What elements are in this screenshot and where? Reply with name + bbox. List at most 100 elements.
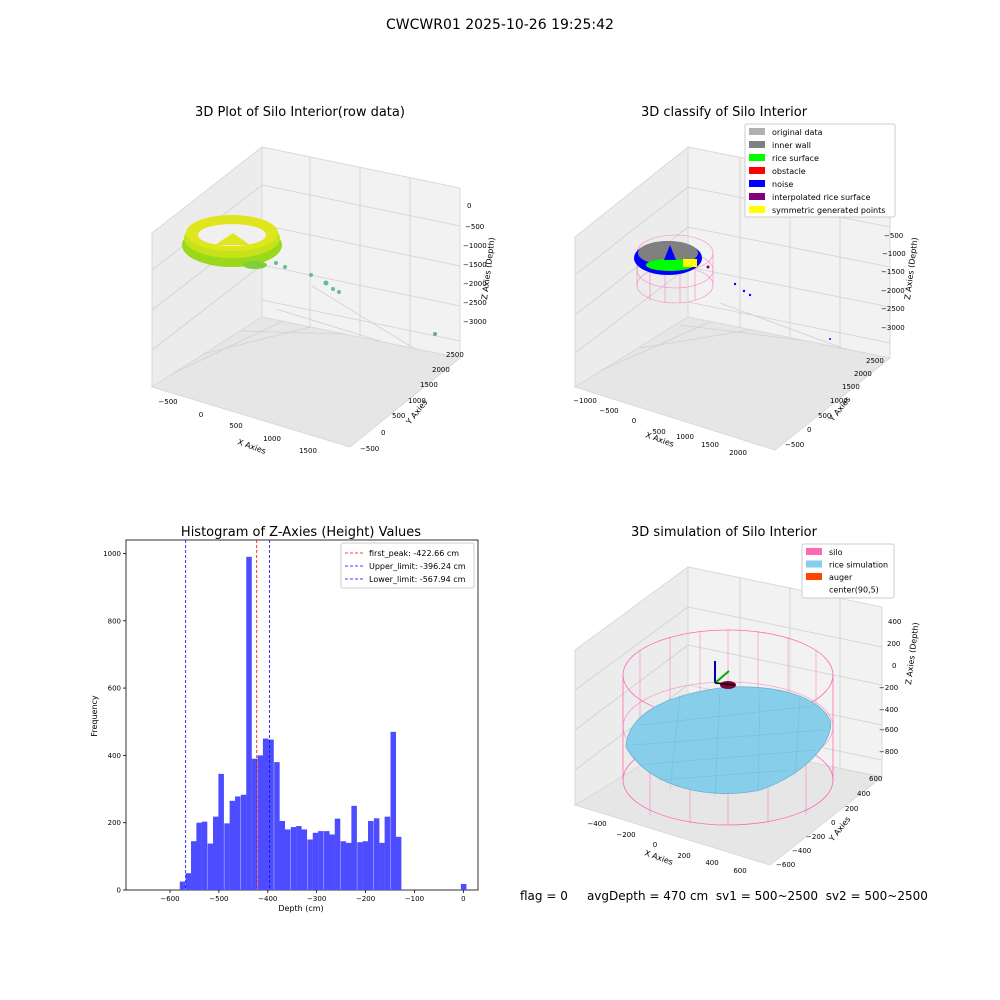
histogram-bar <box>235 796 241 890</box>
sim-y-tick: −600 <box>776 861 795 869</box>
sim-x-tick: 400 <box>705 859 718 867</box>
raw-z-tick: −500 <box>465 223 484 231</box>
classify-x-tick: 1500 <box>701 441 719 449</box>
classify-x-tick: 2000 <box>729 449 747 457</box>
raw-x-tick: 1500 <box>299 447 317 455</box>
legend-label: inner wall <box>772 141 811 150</box>
histogram-bar <box>179 881 186 890</box>
legend-label: symmetric generated points <box>772 206 885 215</box>
histogram-bar <box>246 556 252 890</box>
legend-swatch <box>749 193 765 200</box>
histogram-x-tick-label: −600 <box>160 895 179 903</box>
raw-outlier-points <box>274 261 437 336</box>
histogram-bar <box>279 821 286 890</box>
classify-x-tick: 500 <box>652 428 665 436</box>
histogram-bar <box>290 827 297 890</box>
histogram-bar <box>218 773 224 890</box>
classify-y-tick: 1500 <box>842 383 860 391</box>
histogram-ref-lines <box>185 540 271 890</box>
histogram-bar <box>257 755 264 890</box>
pane-floor <box>573 316 892 451</box>
histogram-x-tick-label: 0 <box>461 895 465 903</box>
raw-x-tick: 0 <box>199 411 203 419</box>
histogram-x-tick-label: −300 <box>307 895 326 903</box>
classify-z-tick: −1000 <box>882 250 906 258</box>
sim-z-tick: −600 <box>879 726 898 734</box>
raw-x-tick: −500 <box>158 398 177 406</box>
raw-x-tick: 1000 <box>263 435 281 443</box>
status-flag: flag = 0 <box>520 889 568 903</box>
histogram-bar <box>362 841 369 890</box>
sim-x-tick: 200 <box>677 852 690 860</box>
legend-label: rice simulation <box>829 561 888 570</box>
histogram-y-tick-label: 400 <box>108 752 121 760</box>
histogram-title: Histogram of Z-Axies (Height) Values <box>181 525 421 540</box>
sim-y-tick: 400 <box>857 790 870 798</box>
sim-y-tick: −200 <box>806 833 825 841</box>
histogram-x-tick-label: −100 <box>405 895 424 903</box>
pane-floor <box>150 316 462 448</box>
sim-z-label: Z Axies (Depth) <box>904 622 921 685</box>
grid-lines <box>574 157 891 372</box>
histogram-bar <box>390 731 397 890</box>
histogram-bar <box>274 762 280 890</box>
auger-marker <box>714 661 736 689</box>
sim-y-tick: 0 <box>831 819 835 827</box>
legend-label: rice surface <box>772 154 819 163</box>
histogram-bar <box>207 843 214 890</box>
classified-point-cloud <box>634 241 831 340</box>
raw-point-cloud <box>182 215 282 269</box>
histogram-bar <box>301 829 308 890</box>
raw-z-tick: −1000 <box>463 242 487 250</box>
raw-y-tick: −500 <box>360 445 379 453</box>
classify-y-tick: 2000 <box>854 370 872 378</box>
legend-swatch <box>749 128 765 135</box>
histogram-bar <box>296 826 302 890</box>
histogram-bar <box>307 839 313 890</box>
sim-z-tick: 400 <box>888 618 901 626</box>
classify-x-tick: 0 <box>632 417 636 425</box>
sim-y-tick: 200 <box>845 805 858 813</box>
histogram-bar <box>251 758 258 890</box>
histogram-bar <box>346 842 352 890</box>
status-sv2: sv2 = 500~2500 <box>825 889 928 903</box>
histogram-bar <box>329 834 335 890</box>
figure-title: CWCWR01 2025-10-26 19:25:42 <box>386 17 614 33</box>
sim-z-tick: 0 <box>892 662 896 670</box>
grid-lines <box>151 157 461 374</box>
legend-swatch <box>749 154 765 161</box>
histogram-y-tick-label: 800 <box>108 617 121 625</box>
histogram-bar <box>318 831 324 890</box>
classify-z-tick: −3000 <box>881 324 905 332</box>
histogram-bar <box>460 883 467 890</box>
plot-simulation-3d: 3D simulation of Silo Interior <box>573 525 921 875</box>
histogram-bar <box>395 836 402 890</box>
classify-z-tick: −2000 <box>881 287 905 295</box>
histogram-bar <box>357 842 363 890</box>
raw-z-tick: 0 <box>467 202 471 210</box>
classify-legend: original data inner wall rice surface obsta… <box>744 123 896 218</box>
histogram-y-tick-label: 1000 <box>103 550 121 558</box>
status-line: flag = 0 avgDepth = 470 cm sv1 = 500~250… <box>520 889 928 903</box>
histogram-bar <box>324 831 330 890</box>
raw-y-tick: 500 <box>392 412 405 420</box>
histogram-bar <box>379 842 385 890</box>
legend-swatch <box>749 141 765 148</box>
classify-z-label: Z Axies (Depth) <box>903 237 920 300</box>
legend-swatch <box>806 573 822 580</box>
legend-label: silo <box>829 548 843 557</box>
status-sv1: sv1 = 500~2500 <box>715 889 819 903</box>
sim-x-tick: 600 <box>733 867 746 875</box>
legend-label: obstacle <box>772 167 806 176</box>
raw-x-tick: 500 <box>229 422 242 430</box>
raw-z-tick: −2500 <box>463 299 487 307</box>
raw-y-tick: 1000 <box>408 397 426 405</box>
histogram-bar <box>201 821 208 890</box>
histogram-legend: first_peak: -422.66 cm Upper_limit: -396.… <box>340 542 475 589</box>
sim-y-tick: 600 <box>869 775 882 783</box>
histogram-bar <box>373 818 380 890</box>
legend-label: interpolated rice surface <box>772 193 870 202</box>
histogram-bar <box>213 816 219 890</box>
classify-x-tick: −1000 <box>573 397 597 405</box>
legend-label: noise <box>772 180 793 189</box>
